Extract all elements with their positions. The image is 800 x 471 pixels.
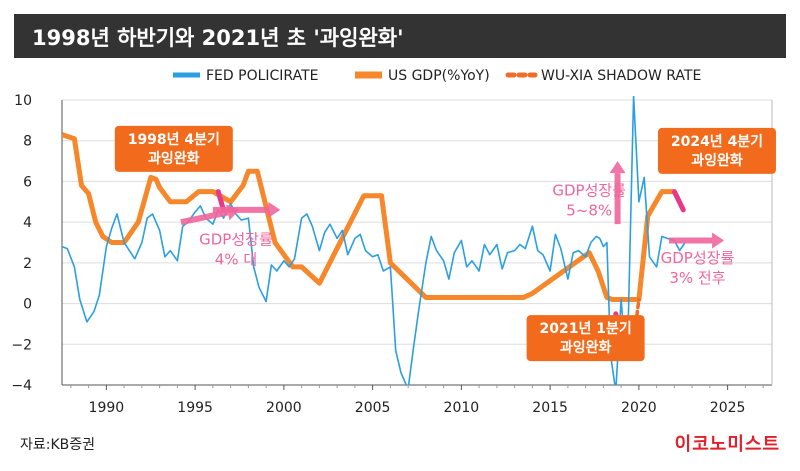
growth-annotation: 3% 전후: [669, 269, 725, 287]
growth-annotation: GDP성장률: [661, 249, 735, 267]
x-tick-label: 1990: [89, 400, 125, 416]
highlight-segment: [671, 189, 686, 213]
callout-text: 2021년 1분기: [540, 321, 632, 337]
y-tick-label: 8: [23, 134, 32, 150]
highlight-segment: [215, 189, 226, 213]
callout-text: 과잉완화: [560, 339, 612, 356]
x-tick-label: 2000: [266, 400, 302, 416]
y-tick-label: 6: [23, 174, 32, 190]
chart-title: 1998년 하반기와 2021년 초 '과잉완화': [32, 26, 404, 50]
callout-box: [114, 125, 233, 172]
legend-label: FED POLICIRATE: [206, 68, 318, 84]
x-tick-label: 2020: [621, 400, 657, 416]
x-tick-label: 2010: [444, 400, 480, 416]
x-tick-label: 2005: [355, 400, 391, 416]
y-tick-label: 4: [23, 215, 32, 231]
trend-arrow-head: [712, 232, 725, 249]
legend-label: WU-XIA SHADOW RATE: [541, 68, 701, 84]
growth-annotation: 5~8%: [566, 202, 612, 220]
legend: FED POLICIRATE US GDP(%YoY) WU-XIA SHADOW …: [173, 68, 701, 84]
trend-arrow-head: [609, 161, 626, 174]
y-tick-label: 2: [23, 256, 32, 272]
legend-label: US GDP(%YoY): [388, 68, 490, 84]
title-bar: 1998년 하반기와 2021년 초 '과잉완화': [14, 14, 786, 58]
growth-annotation: GDP성장률: [199, 231, 273, 249]
trend-arrow-head: [268, 201, 281, 218]
growth-annotation: GDP성장률: [552, 182, 626, 200]
series-line-us-gdp-yoy-: [62, 132, 675, 302]
y-tick-label: 10: [14, 93, 32, 109]
callout-text: 과잉완화: [691, 152, 743, 169]
callout-text: 과잉완화: [148, 150, 200, 167]
callout-text: 2024년 4분기: [671, 134, 763, 150]
y-tick-label: −2: [11, 337, 32, 353]
callout-text: 1998년 4분기: [128, 132, 220, 148]
brand-logo: 이코노미스트: [674, 434, 780, 455]
trend-arrow: [180, 209, 229, 226]
x-tick-label: 2015: [532, 400, 568, 416]
growth-annotation: 4% 대: [215, 251, 257, 269]
series-line-fed-policirate: [62, 96, 686, 385]
x-tick-label: 1995: [177, 400, 213, 416]
callout-box: [657, 127, 776, 174]
callout-box: [526, 315, 645, 362]
x-tick-label: 2025: [710, 400, 746, 416]
source-note: 자료:KB증권: [20, 437, 96, 453]
y-tick-label: 0: [23, 297, 32, 313]
y-tick-label: −4: [11, 378, 32, 394]
